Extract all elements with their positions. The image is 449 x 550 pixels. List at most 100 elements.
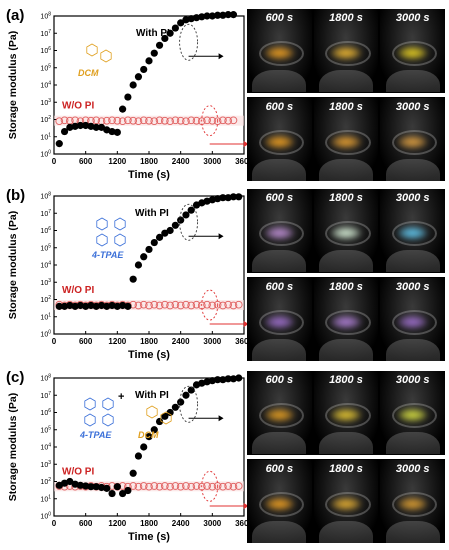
x-tick-label: 600: [79, 337, 93, 346]
x-axis-label: Time (s): [128, 531, 170, 543]
with-pi-point: [108, 489, 116, 498]
x-tick-label: 3600: [235, 157, 253, 166]
structure-label: 4-TPAE: [79, 430, 112, 440]
photo-time-label: 3000 s: [395, 12, 430, 24]
y-tick-label: 105: [40, 425, 51, 434]
with-pi-point: [108, 127, 116, 136]
x-tick-label: 1800: [140, 157, 158, 166]
wo-pi-point: [224, 300, 233, 309]
panel-2: 100 101 102 103 104 105 106 107 108 0 600 1200 1800 2…: [6, 369, 253, 543]
x-tick-label: 1200: [108, 157, 126, 166]
rheometer-plate: [258, 220, 305, 247]
ring: [84, 413, 96, 427]
with-pi-point: [87, 483, 95, 491]
fluorescence-glow: [263, 315, 295, 329]
wo-pi-point: [139, 482, 148, 490]
sample-photo: 1800 s: [313, 460, 379, 543]
y-tick-label: 108: [40, 192, 51, 201]
rheometer-base: [385, 520, 440, 543]
x-tick-label: 3600: [235, 519, 253, 528]
with-pi-point: [182, 391, 190, 399]
structure-dcm: DCM: [78, 43, 112, 78]
rheometer-base: [252, 69, 307, 92]
fluorescence-glow: [397, 408, 429, 422]
ring: [100, 49, 112, 63]
rheometer-base: [385, 338, 440, 361]
with-pi-point: [145, 245, 153, 254]
x-tick-label: 1800: [140, 337, 158, 346]
wo-pi-point: [150, 117, 159, 126]
wo-pi-point: [145, 482, 153, 491]
y-tick-label: 107: [40, 29, 51, 38]
with-pi-point: [219, 194, 227, 202]
x-tick-label: 3600: [235, 337, 253, 346]
rheometer-base: [318, 158, 374, 181]
panel-label: (a): [6, 7, 24, 24]
rheometer-plate: [258, 40, 305, 67]
y-tick-label: 102: [40, 477, 51, 486]
wo-pi-point: [187, 301, 196, 310]
photo-time-label: 600 s: [265, 12, 294, 24]
wo-pi-point: [208, 482, 217, 491]
photo-row: 600 s 1800 s 3000 s: [247, 9, 446, 92]
sample-photo: 600 s: [247, 9, 312, 92]
with-pi-point: [229, 193, 238, 201]
wo-pi-point: [166, 301, 174, 310]
sample-photo: 3000 s: [380, 189, 446, 272]
with-pi-point: [113, 128, 121, 136]
wo-pi-label: W/O PI: [62, 466, 94, 477]
y-tick-label: 101: [40, 312, 51, 321]
with-pi-label: With PI: [135, 208, 169, 219]
wo-pi-point: [192, 300, 201, 309]
with-pi-point: [214, 11, 222, 19]
with-pi-point: [145, 57, 153, 65]
fluorescence-glow: [397, 135, 429, 149]
plus-sign: +: [118, 391, 124, 403]
with-pi-point: [129, 275, 137, 283]
x-axis-label: Time (s): [128, 169, 170, 181]
photo-grid-1: 600 s 1800 s 3000 s 600 s 1800 s 3000 s: [247, 189, 446, 361]
wo-pi-point: [234, 300, 243, 309]
with-pi-point: [129, 81, 137, 89]
y-tick-label: 108: [40, 12, 51, 21]
with-pi-point: [124, 93, 132, 101]
x-tick-label: 0: [52, 337, 57, 346]
with-pi-point: [161, 34, 169, 43]
with-pi-point: [171, 24, 179, 32]
wo-pi-label: W/O PI: [62, 285, 94, 296]
with-pi-point: [150, 426, 158, 434]
sample-photo: 600 s: [247, 278, 312, 361]
wo-pi-arrowhead: [243, 141, 249, 147]
x-tick-label: 600: [79, 519, 93, 528]
photo-row-separator: [247, 93, 445, 97]
with-pi-point: [129, 469, 137, 477]
wo-pi-point: [166, 482, 174, 491]
ring: [96, 233, 108, 247]
rheometer-plate: [325, 40, 371, 67]
wo-pi-point: [102, 116, 111, 125]
wo-pi-point: [139, 300, 148, 309]
with-pi-point: [55, 302, 63, 310]
wo-pi-point: [160, 116, 169, 125]
photo-time-label: 600 s: [265, 101, 294, 113]
rheometer-base: [252, 249, 307, 272]
with-pi-point: [60, 127, 69, 136]
rheometer-plate: [258, 402, 305, 429]
wo-pi-point: [155, 116, 164, 125]
fluorescence-glow: [330, 408, 362, 422]
wo-pi-point: [208, 116, 217, 125]
y-tick-label: 103: [40, 98, 51, 107]
x-tick-label: 2400: [172, 337, 190, 346]
wo-pi-point: [229, 116, 238, 125]
y-tick-label: 101: [40, 494, 51, 503]
wo-pi-point: [160, 482, 169, 490]
fluorescence-glow: [330, 497, 362, 511]
x-tick-label: 1200: [108, 337, 126, 346]
with-pi-point: [145, 433, 153, 441]
sample-photo: 600 s: [247, 189, 312, 272]
photo-time-label: 1800 s: [329, 374, 363, 386]
wo-pi-point: [134, 117, 143, 126]
x-tick-label: 600: [79, 157, 93, 166]
wo-pi-ellipse: [201, 470, 219, 502]
